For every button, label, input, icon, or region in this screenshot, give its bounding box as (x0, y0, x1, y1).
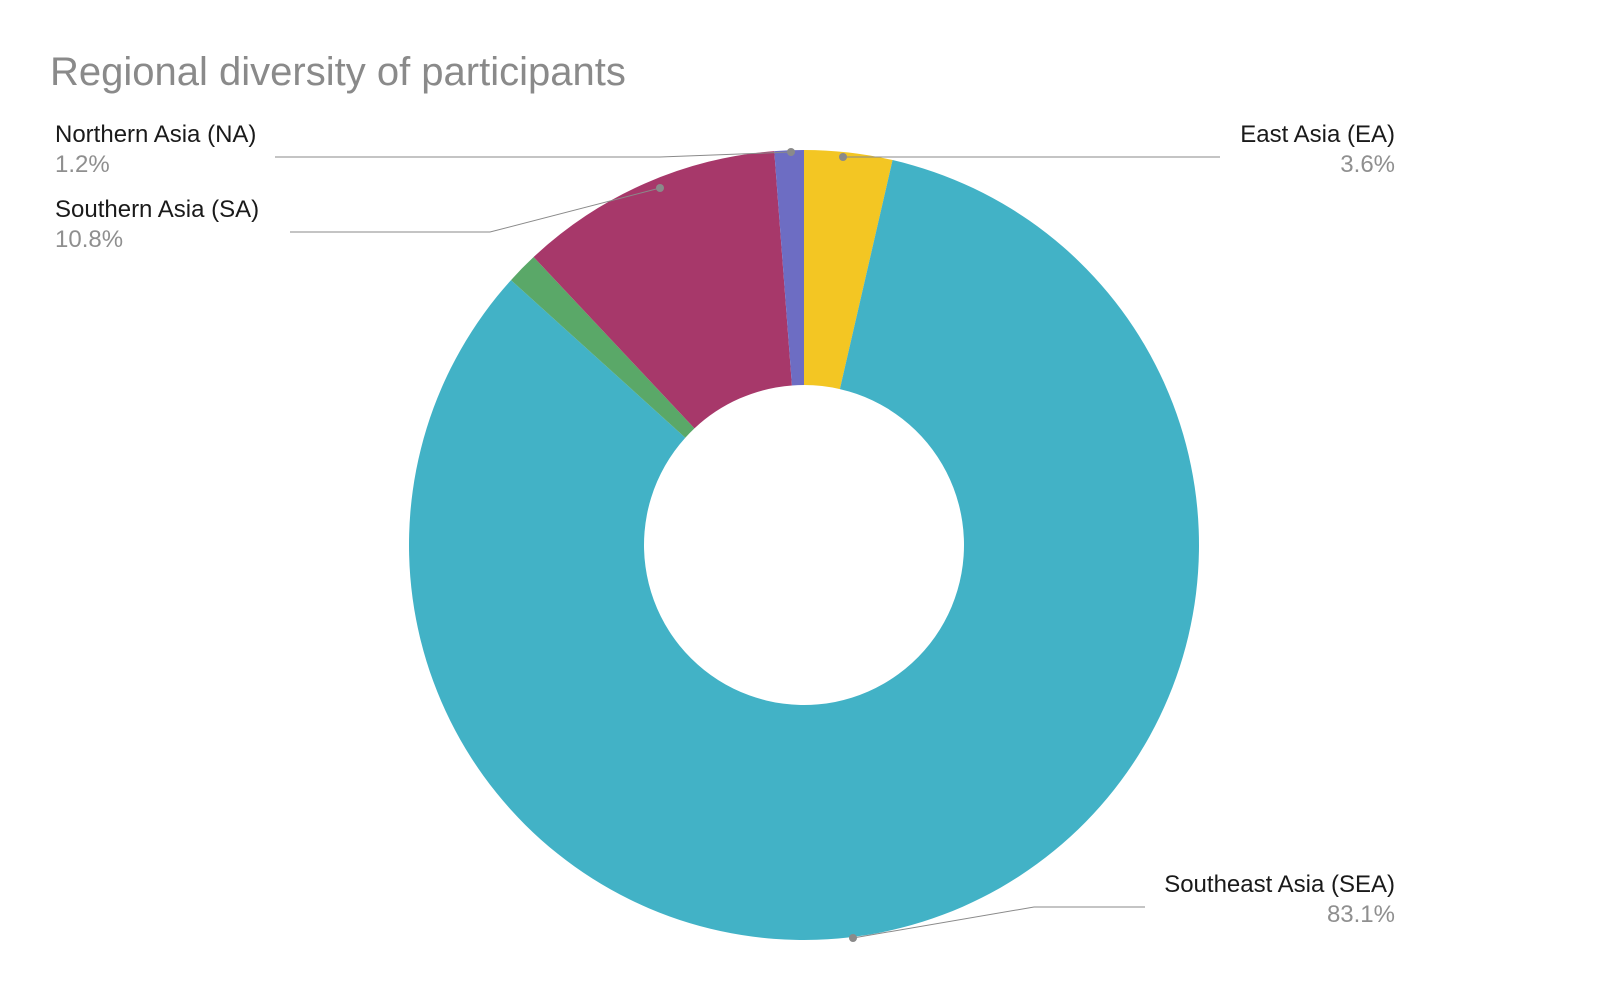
leader-dot-sea (849, 934, 857, 942)
leader-dot-ea (839, 153, 847, 161)
donut-chart: Regional diversity of participants East … (0, 0, 1608, 984)
callout-name: Southeast Asia (SEA) (1164, 870, 1395, 900)
callout-sea: Southeast Asia (SEA)83.1% (1164, 870, 1395, 930)
callout-name: Southern Asia (SA) (55, 195, 259, 225)
chart-title: Regional diversity of participants (50, 50, 626, 95)
leader-dot-na (787, 148, 795, 156)
leader-line-na (275, 152, 791, 157)
callout-pct: 3.6% (1240, 150, 1395, 180)
callout-name: Northern Asia (NA) (55, 120, 256, 150)
callout-ea: East Asia (EA)3.6% (1240, 120, 1395, 180)
leader-dot-sa (656, 184, 664, 192)
callout-name: East Asia (EA) (1240, 120, 1395, 150)
callout-na: Northern Asia (NA)1.2% (55, 120, 256, 180)
callout-pct: 83.1% (1164, 900, 1395, 930)
callout-pct: 1.2% (55, 150, 256, 180)
callout-pct: 10.8% (55, 225, 259, 255)
callout-sa: Southern Asia (SA)10.8% (55, 195, 259, 255)
